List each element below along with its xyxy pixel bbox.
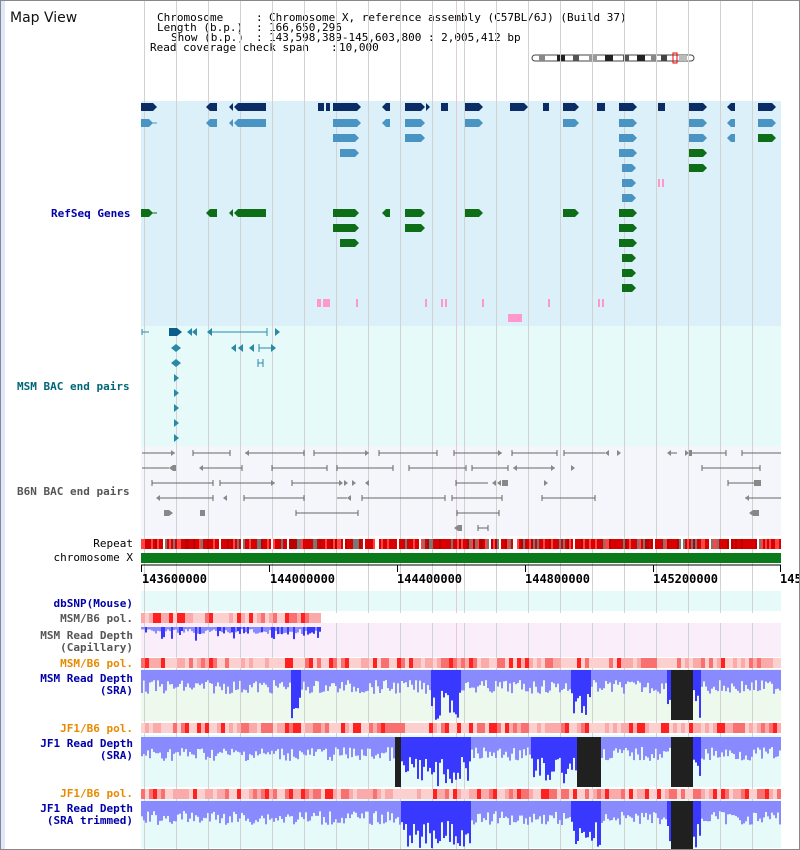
b6n-bac-track-label[interactable]: B6N BAC end pairs (17, 485, 130, 498)
msm-sra-depth-sublabel: (SRA) (99, 684, 133, 697)
msm-bac-track-label[interactable]: MSM BAC end pairs (17, 380, 130, 393)
axis-tick-label: 144400000 (397, 572, 463, 586)
chromosome-track-label: chromosome X (53, 551, 133, 564)
show-sep: : (256, 31, 263, 44)
axis-tick-label: 145 (780, 572, 800, 586)
chromosome-value: Chromosome X, reference assembly (C57BL/… (269, 11, 627, 24)
msm-b6-pol-label[interactable]: MSM/B6 pol. (60, 612, 133, 625)
jf1-trim-depth-label[interactable]: JF1 Read Depth (40, 802, 133, 815)
jf1-b6-pol-label[interactable]: JF1/B6 pol. (60, 722, 133, 735)
refseq-track-label[interactable]: RefSeq Genes (51, 207, 131, 220)
coverage-label: Read coverage check span (150, 41, 309, 54)
dbsnp-track-bg (141, 591, 781, 611)
length-sep: : (256, 21, 263, 34)
coverage-sep: : (331, 41, 338, 54)
dbsnp-track-label[interactable]: dbSNP(Mouse) (53, 597, 133, 610)
axis-tick-label: 143600000 (142, 572, 208, 586)
b6n-bac-glyphs[interactable] (1, 446, 800, 538)
axis-tick-label: 144000000 (270, 572, 336, 586)
msm-b6-pol-label-2[interactable]: MSM/B6 pol. (60, 657, 133, 670)
refseq-genes-glyphs[interactable] (1, 1, 800, 331)
axis-tick-label: 145200000 (653, 572, 719, 586)
jf1-sra-depth-label[interactable]: JF1 Read Depth (40, 737, 133, 750)
msm-bac-glyphs[interactable] (1, 321, 800, 451)
left-margin-strip (1, 1, 5, 849)
length-value: 166,650,296 (269, 21, 342, 34)
chromosome-label: Chromosome (157, 11, 224, 24)
chromosome-sep: : (256, 11, 263, 24)
msm-bac-track-bg (141, 326, 781, 446)
msm-cap-depth-label[interactable]: MSM Read Depth (40, 629, 133, 642)
coverage-value: 10,000 (339, 41, 379, 54)
jf1-b6-pol-label-2[interactable]: JF1/B6 pol. (60, 787, 133, 800)
chromosome-bar[interactable] (141, 553, 781, 563)
msm-sra-depth-label[interactable]: MSM Read Depth (40, 672, 133, 685)
page-title: Map View (10, 10, 78, 26)
repeat-track[interactable] (141, 539, 781, 549)
position-axis (141, 564, 781, 572)
read-depth-tracks[interactable] (141, 613, 781, 849)
show-value: 143,598,389-145,603,800 : 2,005,412 bp (269, 31, 521, 44)
jf1-trim-depth-sublabel: (SRA trimmed) (46, 814, 133, 827)
msm-cap-depth-sublabel: (Capillary) (60, 641, 133, 654)
b6n-bac-track-bg (141, 446, 781, 536)
axis-tick-label: 144800000 (525, 572, 591, 586)
repeat-track-label: Repeat (93, 537, 133, 550)
show-label: Show (b.p.) (171, 31, 244, 44)
chromosome-ideogram[interactable] (529, 52, 699, 66)
jf1-sra-depth-sublabel: (SRA) (99, 749, 133, 762)
